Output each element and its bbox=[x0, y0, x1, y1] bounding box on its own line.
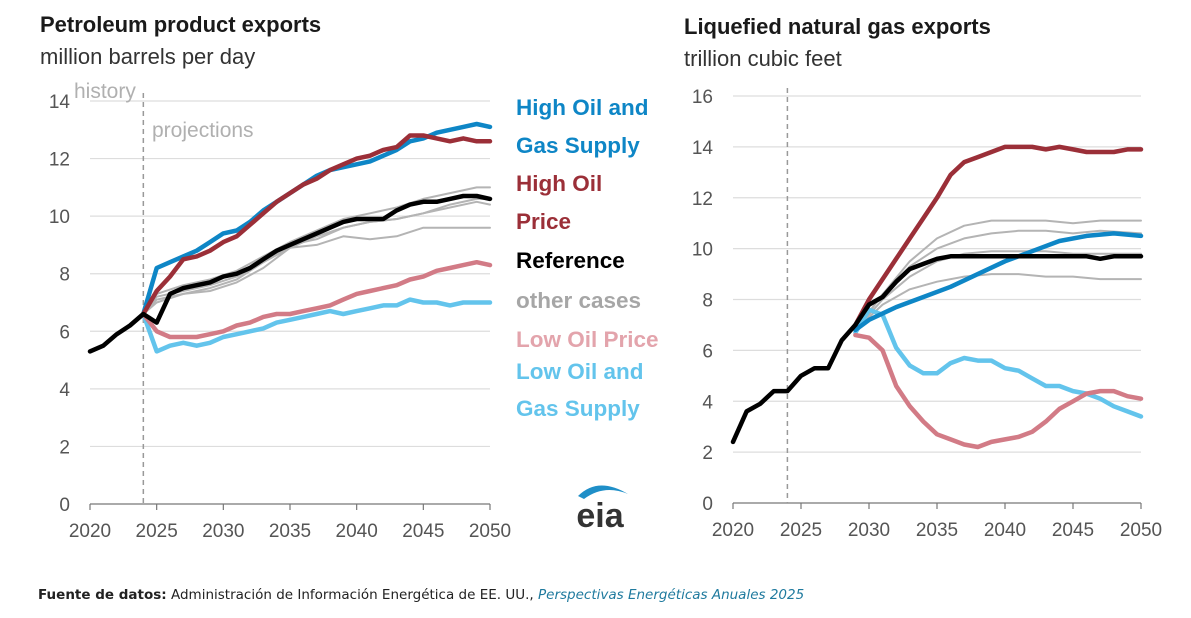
right-x-tick-label: 2030 bbox=[848, 520, 890, 541]
right-y-tick-label: 0 bbox=[702, 494, 713, 515]
right-series-low-supply bbox=[853, 307, 1144, 419]
right-y-tick-label: 6 bbox=[702, 341, 713, 362]
legend: High Oil and Gas Supply High Oil Price R… bbox=[516, 95, 659, 421]
left-x-tick-label: 2040 bbox=[336, 521, 378, 542]
legend-high-supply-line2: Gas Supply bbox=[516, 133, 640, 158]
legend-reference: Reference bbox=[516, 248, 625, 273]
right-x-tick-label: 2050 bbox=[1120, 520, 1162, 541]
left-y-tick-label: 8 bbox=[59, 265, 70, 286]
left-series-high-supply bbox=[141, 121, 493, 317]
left-x-tick-label: 2035 bbox=[269, 521, 311, 542]
left-x-tick-label: 2045 bbox=[402, 521, 444, 542]
right-x-tick-label: 2040 bbox=[984, 520, 1026, 541]
left-y-tick-label: 14 bbox=[49, 92, 71, 113]
legend-high-price-line1: High Oil bbox=[516, 171, 602, 196]
source-label: Fuente de datos: bbox=[38, 587, 167, 603]
projections-label: projections bbox=[152, 119, 254, 142]
left-x-tick-label: 2025 bbox=[136, 521, 178, 542]
legend-high-price-line2: Price bbox=[516, 209, 571, 234]
right-series-other-case bbox=[854, 250, 1142, 331]
right-series-other-case bbox=[854, 219, 1142, 331]
legend-low-price: Low Oil Price bbox=[516, 327, 659, 352]
eia-logo-arc bbox=[578, 485, 628, 499]
right-y-tick-label: 14 bbox=[692, 138, 714, 159]
left-x-tick-label: 2050 bbox=[469, 521, 511, 542]
right-chart-title: Liquefied natural gas exports bbox=[684, 14, 991, 39]
right-y-tick-label: 16 bbox=[692, 87, 713, 108]
left-series-low-supply bbox=[141, 297, 493, 354]
right-x-tick-label: 2025 bbox=[780, 520, 822, 541]
eia-logo: eia bbox=[576, 485, 628, 535]
left-series-other-case bbox=[142, 226, 491, 315]
left-y-tick-label: 2 bbox=[59, 437, 70, 458]
source-publication: Perspectivas Energéticas Anuales 2025 bbox=[538, 587, 805, 603]
right-series-low-price bbox=[853, 332, 1144, 450]
left-series-low-price bbox=[141, 259, 493, 340]
left-y-tick-label: 0 bbox=[59, 495, 70, 516]
right-chart-plot: 0 2 4 6 8 10 12 14 16 2020 2025 2030 2035 2040 2045 205… bbox=[692, 87, 1162, 541]
right-series-high-supply bbox=[853, 231, 1144, 333]
left-x-tick-label: 2020 bbox=[69, 521, 111, 542]
left-series-high-price bbox=[141, 133, 493, 317]
history-label: history bbox=[74, 80, 136, 103]
left-chart-subtitle: million barrels per day bbox=[40, 44, 255, 69]
legend-low-supply-line1: Low Oil and bbox=[516, 359, 644, 384]
right-series-reference bbox=[730, 254, 1144, 445]
left-y-tick-label: 4 bbox=[59, 380, 70, 401]
left-series-other-case bbox=[142, 200, 491, 315]
right-y-tick-label: 8 bbox=[702, 291, 713, 312]
left-y-tick-label: 12 bbox=[49, 150, 70, 171]
left-chart-title: Petroleum product exports bbox=[40, 12, 321, 37]
legend-other-cases: other cases bbox=[516, 288, 641, 313]
left-x-tick-label: 2030 bbox=[202, 521, 244, 542]
source-text: Administración de Información Energética… bbox=[166, 587, 538, 603]
right-x-tick-label: 2045 bbox=[1052, 520, 1094, 541]
right-y-tick-label: 12 bbox=[692, 189, 713, 210]
right-x-tick-label: 2020 bbox=[712, 520, 754, 541]
legend-high-supply-line1: High Oil and bbox=[516, 95, 649, 120]
left-y-tick-label: 6 bbox=[59, 322, 70, 343]
right-y-tick-label: 10 bbox=[692, 240, 713, 261]
left-series-reference bbox=[87, 193, 493, 354]
source-note: Fuente de datos: Administración de Infor… bbox=[38, 587, 804, 603]
legend-low-supply-line2: Gas Supply bbox=[516, 396, 640, 421]
left-chart-plot: 0 2 4 6 8 10 12 14 2020 2025 2030 2035 2040 2045 2050 bbox=[49, 92, 511, 542]
right-chart-subtitle: trillion cubic feet bbox=[684, 46, 842, 71]
right-series-other-case bbox=[854, 273, 1142, 331]
eia-logo-text: eia bbox=[576, 497, 624, 535]
right-x-tick-label: 2035 bbox=[916, 520, 958, 541]
left-y-tick-label: 10 bbox=[49, 207, 70, 228]
right-y-tick-label: 4 bbox=[702, 392, 713, 413]
right-series-high-price bbox=[853, 144, 1144, 328]
right-y-tick-label: 2 bbox=[702, 443, 713, 464]
left-series-other-case bbox=[142, 186, 491, 315]
